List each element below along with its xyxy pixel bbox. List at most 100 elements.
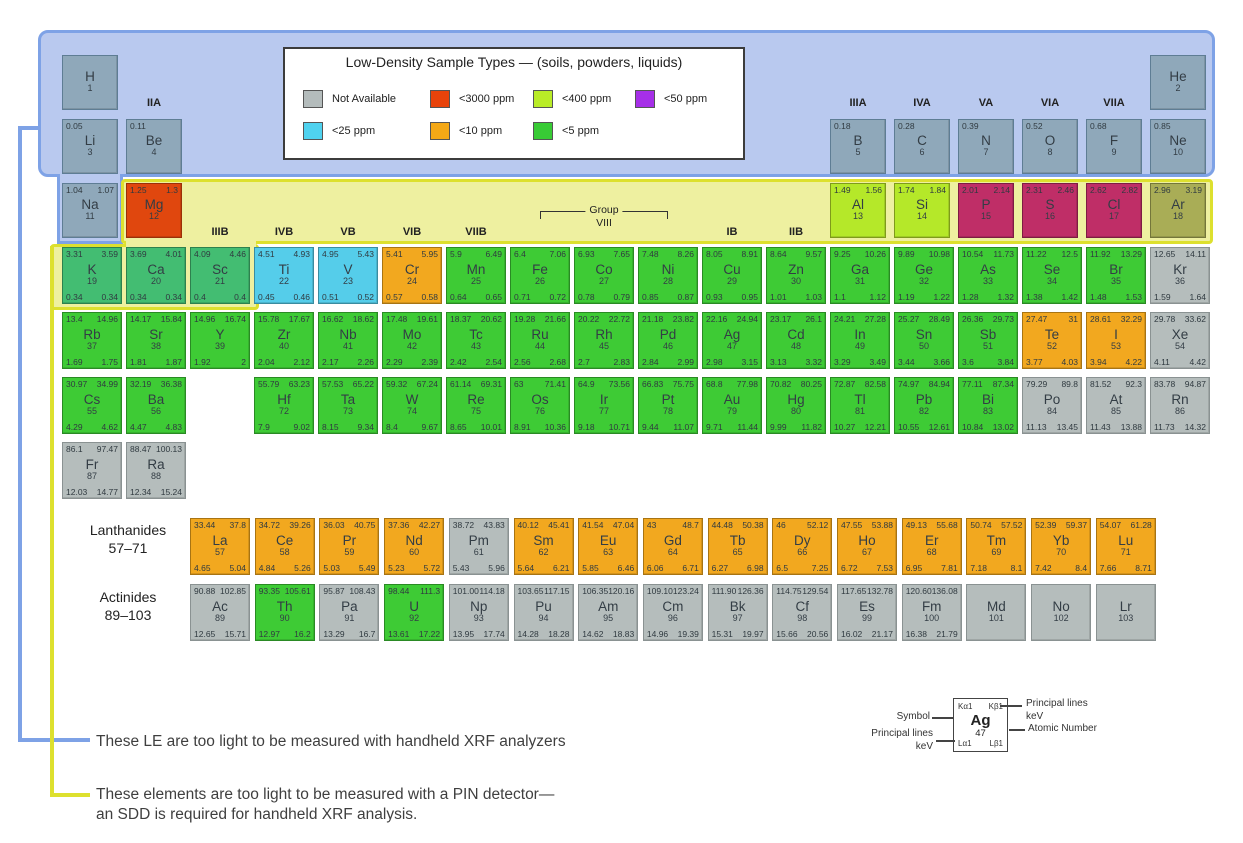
lbeta1-kev: 2.83	[613, 356, 630, 367]
element-cell-C: 0.28 C 6	[894, 119, 950, 174]
kbeta1-kev: 22.72	[608, 314, 630, 324]
kalpha1-kev: 1.74	[898, 185, 915, 195]
element-cell-Tm: 50.74 57.52 7.18 8.1 Tm 69	[966, 518, 1027, 575]
element-symbol: Pb	[915, 391, 933, 407]
element-cell-Co: 6.93 7.65 0.78 0.79 Co 27	[574, 247, 634, 304]
lbeta1-kev: 3.15	[741, 356, 758, 367]
kbeta1-kev: 1.07	[97, 185, 114, 195]
atomic-number: 90	[279, 612, 290, 623]
kalpha1-kev: 38.72	[452, 520, 475, 530]
atomic-number: 89	[214, 612, 226, 623]
group-label-VA: VA	[978, 97, 994, 109]
lalpha1-kev: 9.71	[706, 421, 723, 432]
lbeta1-kev: 20.56	[807, 628, 829, 639]
legend-label: <400 ppm	[562, 93, 612, 105]
kbeta1-kev: 8.26	[677, 249, 694, 259]
lalpha1-kev: 0.64	[450, 291, 467, 302]
atomic-number: 65	[732, 546, 743, 557]
yellow-note: These elements are too light to be measu…	[96, 785, 796, 825]
element-cell-P: 2.01 2.14 P 15	[958, 183, 1014, 238]
atomic-number: 79	[726, 405, 738, 416]
kalpha1-kev: 49.13	[905, 520, 927, 530]
blue-connector-stub	[18, 126, 41, 130]
lbeta1-kev: 1.12	[869, 291, 886, 302]
atomic-number: 85	[1110, 405, 1122, 416]
element-cell-Pt: 66.83 75.75 9.44 11.07 Pt 78	[638, 377, 698, 434]
lbeta1-kev: 3.66	[933, 356, 950, 367]
atomic-number: 36	[1174, 275, 1185, 286]
element-symbol: Mg	[144, 196, 164, 212]
lalpha1-kev: 16.38	[905, 628, 927, 639]
element-symbol: Y	[215, 326, 225, 342]
lalpha1-kev: 4.84	[258, 562, 276, 573]
element-cell-Li: 0.05 Li 3	[62, 119, 118, 174]
lbeta1-kev: 9.34	[357, 421, 374, 432]
element-symbol: Se	[1043, 261, 1061, 277]
lbeta1-kev: 6.71	[682, 562, 699, 573]
element-cell-Cs: 30.97 34.99 4.29 4.62 Cs 55	[62, 377, 122, 434]
element-symbol: Bk	[729, 598, 746, 614]
atomic-number: 64	[667, 546, 678, 557]
lalpha1-kev: 0.85	[642, 291, 659, 302]
lalpha1-kev: 7.9	[258, 421, 270, 432]
element-cell-Tb: 44.48 50.38 6.27 6.98 Tb 65	[707, 518, 768, 575]
lalpha1-kev: 12.34	[130, 486, 152, 497]
key-atomic-number: 47	[975, 728, 986, 739]
element-cell-V: 4.95 5.43 0.51 0.52 V 23	[318, 247, 378, 304]
atomic-number: 9	[1111, 146, 1117, 157]
atomic-number: 55	[86, 405, 97, 416]
kbeta1-kev: 69.31	[480, 379, 502, 389]
legend-swatch	[430, 90, 450, 108]
kbeta1-kev: 17.67	[288, 314, 310, 324]
element-symbol: Ce	[276, 532, 294, 548]
element-symbol: Cd	[787, 326, 805, 342]
lbeta1-kev: 13.88	[1120, 421, 1142, 432]
lbeta1-kev: 3.49	[869, 356, 886, 367]
lbeta1-kev: 10.71	[608, 421, 630, 432]
lbeta1-kev: 1.22	[933, 291, 950, 302]
atomic-number: 74	[406, 405, 417, 416]
element-cell-Er: 49.13 55.68 6.95 7.81 Er 68	[901, 518, 962, 575]
kalpha1-kev: 93.35	[258, 586, 280, 596]
kalpha1-kev: 81.52	[1090, 379, 1112, 389]
kalpha1-kev: 86.1	[66, 444, 83, 454]
atomic-number: 42	[406, 340, 418, 351]
element-cell-La: 33.44 37.8 4.65 5.04 La 57	[190, 518, 250, 575]
group-label-IIB: IIB	[788, 226, 804, 238]
kbeta1-kev: 4.93	[293, 249, 310, 259]
lalpha1-kev: 7.42	[1035, 562, 1052, 573]
atomic-number: 86	[1174, 405, 1186, 416]
kbeta1-kev: 14.96	[96, 314, 118, 324]
group-label-IVA: IVA	[913, 97, 931, 109]
kbeta1-kev: 9.57	[805, 249, 822, 259]
element-symbol: Ca	[147, 261, 165, 277]
kalpha1-kev: 4.95	[322, 249, 339, 259]
legend-item-4: <50 ppm	[635, 90, 707, 108]
lalpha1-kev: 0.34	[130, 291, 147, 302]
kbeta1-kev: 14.11	[1185, 249, 1206, 259]
kbeta1-kev: 117.15	[544, 586, 570, 596]
key-lline-callout-text: Principal lines	[871, 728, 933, 739]
element-cell-Hg: 70.82 80.25 9.99 11.82 Hg 80	[766, 377, 826, 434]
lbeta1-kev: 2.99	[677, 356, 694, 367]
element-cell-Au: 68.8 77.98 9.71 11.44 Au 79	[702, 377, 762, 434]
element-symbol: Nd	[405, 532, 423, 548]
element-symbol: Ir	[599, 391, 609, 407]
atomic-number: 62	[538, 546, 549, 557]
lalpha1-kev: 15.66	[776, 628, 798, 639]
element-cell-O: 0.52 O 8	[1022, 119, 1078, 174]
lbeta1-kev: 7.81	[941, 562, 958, 573]
atomic-number: 35	[1110, 275, 1121, 286]
actinides-label-name: Actinides	[99, 589, 157, 605]
element-symbol: Pa	[341, 598, 358, 614]
key-symbol-callout-line	[932, 717, 953, 719]
lalpha1-kev: 0.57	[386, 291, 403, 302]
element-symbol: Hg	[787, 391, 805, 407]
element-symbol: Pr	[342, 532, 357, 548]
element-symbol: S	[1045, 196, 1055, 212]
legend-label: <5 ppm	[562, 125, 599, 137]
atomic-number: 94	[538, 612, 549, 623]
element-cell-Ti: 4.51 4.93 0.45 0.46 Ti 22	[254, 247, 314, 304]
lbeta1-kev: 10.01	[480, 421, 502, 432]
element-symbol: C	[917, 132, 927, 148]
